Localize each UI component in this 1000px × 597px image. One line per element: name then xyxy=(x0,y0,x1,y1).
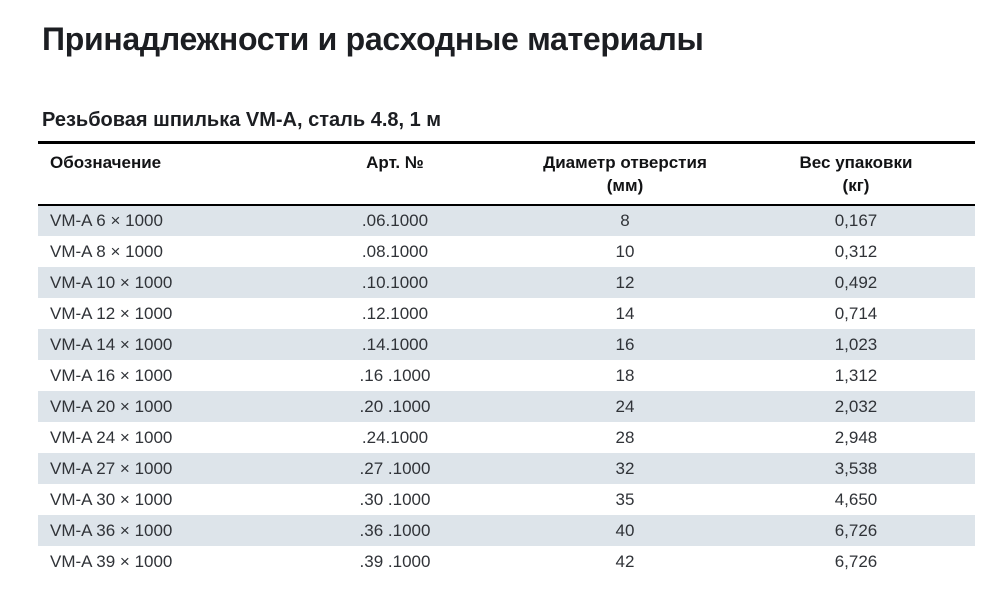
weight-cell: 3,538 xyxy=(834,458,878,478)
art-number-cell: .30 .1000 xyxy=(359,489,431,509)
weight-cell: 0,714 xyxy=(834,303,878,323)
art-number-cell: .20 .1000 xyxy=(359,396,431,416)
table-row: VM-A 16 × 1000 .16 .1000 18 1,312 xyxy=(38,360,975,391)
table-row: VM-A 24 × 1000 .24.1000 28 2,948 xyxy=(38,422,975,453)
designation-cell: VM-A 39 × 1000 xyxy=(50,551,173,571)
table-row: VM-A 36 × 1000 .36 .1000 40 6,726 xyxy=(38,514,975,546)
designation-cell: VM-A 30 × 1000 xyxy=(50,489,173,509)
diameter-cell: 16 xyxy=(615,334,635,354)
column-header-package-weight: Вес упаковки (кг) xyxy=(737,142,975,206)
art-number-cell: .10.1000 xyxy=(361,272,429,292)
table-row: VM-A 20 × 1000 .20 .1000 24 2,032 xyxy=(38,390,975,422)
column-header-art-number: Арт. № xyxy=(277,142,513,206)
designation-cell: VM-A 27 × 1000 xyxy=(50,458,173,478)
diameter-cell: 24 xyxy=(615,396,635,416)
art-number-cell: .36 .1000 xyxy=(359,520,431,540)
weight-cell: 2,032 xyxy=(834,396,878,416)
designation-cell: VM-A 8 × 1000 xyxy=(50,241,163,261)
table-row: VM-A 6 × 1000 .06.1000 8 0,167 xyxy=(38,204,975,236)
column-unit: (кг) xyxy=(842,175,870,195)
column-header-designation: Обозначение xyxy=(38,142,277,206)
column-label: Арт. № xyxy=(366,152,424,172)
weight-cell: 4,650 xyxy=(834,489,878,509)
product-spec-table: Обозначение Арт. № Диаметр отверстия (мм… xyxy=(38,140,975,577)
weight-cell: 6,726 xyxy=(834,551,878,571)
weight-cell: 1,023 xyxy=(834,334,878,354)
diameter-cell: 35 xyxy=(615,489,635,509)
column-label: Диаметр отверстия xyxy=(543,152,707,172)
diameter-cell: 40 xyxy=(615,520,635,540)
designation-cell: VM-A 12 × 1000 xyxy=(50,303,173,323)
designation-cell: VM-A 24 × 1000 xyxy=(50,427,173,447)
diameter-cell: 10 xyxy=(615,241,635,261)
art-number-cell: .06.1000 xyxy=(361,211,429,231)
table-row: VM-A 27 × 1000 .27 .1000 32 3,538 xyxy=(38,452,975,484)
page-title: Принадлежности и расходные материалы xyxy=(42,21,704,57)
diameter-cell: 14 xyxy=(615,303,635,323)
column-unit: (мм) xyxy=(606,175,644,195)
table-row: VM-A 8 × 1000 .08.1000 10 0,312 xyxy=(38,236,975,267)
diameter-cell: 8 xyxy=(620,211,630,231)
table-row: VM-A 14 × 1000 .14.1000 16 1,023 xyxy=(38,328,975,360)
weight-cell: 0,312 xyxy=(834,241,878,261)
table-body: VM-A 6 × 1000 .06.1000 8 0,167 VM-A 8 × … xyxy=(38,204,975,577)
designation-cell: VM-A 16 × 1000 xyxy=(50,365,173,385)
weight-cell: 1,312 xyxy=(834,365,878,385)
table-header: Обозначение Арт. № Диаметр отверстия (мм… xyxy=(38,142,975,206)
designation-cell: VM-A 14 × 1000 xyxy=(50,334,173,354)
art-number-cell: .14.1000 xyxy=(361,334,429,354)
weight-cell: 2,948 xyxy=(834,427,878,447)
designation-cell: VM-A 10 × 1000 xyxy=(50,272,173,292)
table-row: VM-A 39 × 1000 .39 .1000 42 6,726 xyxy=(38,546,975,577)
diameter-cell: 32 xyxy=(615,458,635,478)
art-number-cell: .27 .1000 xyxy=(359,458,431,478)
table-row: VM-A 30 × 1000 .30 .1000 35 4,650 xyxy=(38,484,975,515)
table-row: VM-A 10 × 1000 .10.1000 12 0,492 xyxy=(38,266,975,298)
table-row: VM-A 12 × 1000 .12.1000 14 0,714 xyxy=(38,298,975,329)
weight-cell: 0,492 xyxy=(834,272,878,292)
designation-cell: VM-A 20 × 1000 xyxy=(50,396,173,416)
diameter-cell: 18 xyxy=(615,365,635,385)
diameter-cell: 28 xyxy=(615,427,635,447)
art-number-cell: .24.1000 xyxy=(361,427,429,447)
column-label: Обозначение xyxy=(50,152,162,172)
section-title: Резьбовая шпилька VM-A, сталь 4.8, 1 м xyxy=(42,108,442,131)
art-number-cell: .08.1000 xyxy=(361,241,429,261)
designation-cell: VM-A 36 × 1000 xyxy=(50,520,173,540)
column-header-hole-diameter: Диаметр отверстия (мм) xyxy=(513,142,737,206)
designation-cell: VM-A 6 × 1000 xyxy=(50,211,163,231)
diameter-cell: 42 xyxy=(615,551,635,571)
art-number-cell: .16 .1000 xyxy=(359,365,431,385)
art-number-cell: .12.1000 xyxy=(361,303,429,323)
weight-cell: 0,167 xyxy=(834,211,878,231)
weight-cell: 6,726 xyxy=(834,520,878,540)
diameter-cell: 12 xyxy=(615,272,635,292)
column-label: Вес упаковки xyxy=(799,152,913,172)
art-number-cell: .39 .1000 xyxy=(359,551,431,571)
